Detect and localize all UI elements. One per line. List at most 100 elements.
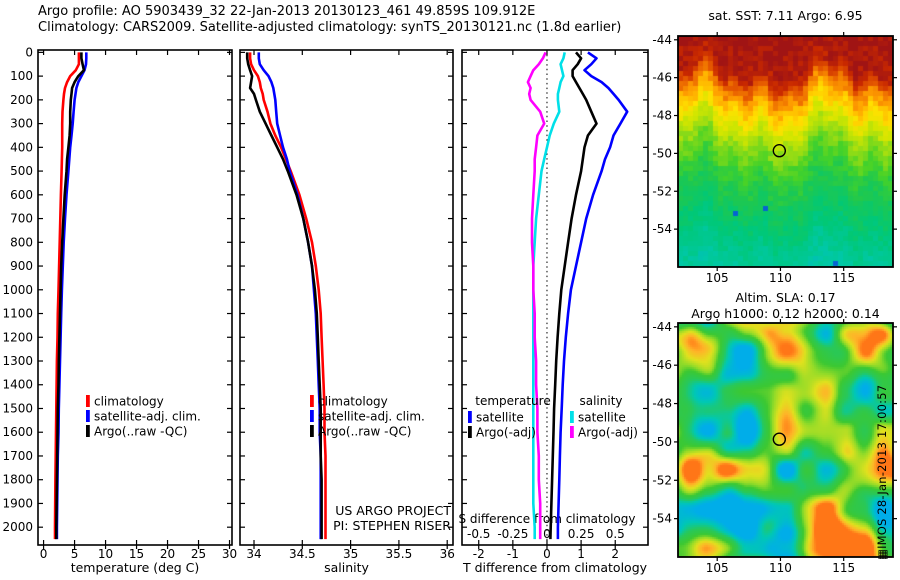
x-axis-label: T difference from climatology (462, 560, 648, 575)
legend-marker (86, 425, 90, 437)
legend-label: satellite (578, 411, 626, 425)
watermark-imos: ▦IMOS 28-Jan-2013 17:00:57 (875, 385, 889, 560)
title-line-2: Climatology: CARS2009. Satellite-adjuste… (38, 20, 622, 35)
x-tick-label: 2 (611, 547, 619, 561)
profile-line (248, 52, 327, 540)
project-annotation-line2: PI: STEPHEN RISER (333, 518, 451, 533)
legend-group-title: temperature (475, 394, 550, 408)
legend-label: Argo(..raw -QC) (318, 425, 411, 439)
panel-border (239, 49, 454, 546)
x-tick-label: 1 (577, 547, 585, 561)
x-tick-label: 35 (343, 547, 358, 561)
latitude-tick-label: -52 (652, 184, 672, 198)
longitude-tick-label: 110 (769, 561, 792, 575)
s-axis-tick-label: -0.25 (497, 527, 528, 541)
sla-map-image (678, 323, 893, 557)
depth-tick-label: 1300 (2, 354, 33, 368)
longitude-tick-label: 115 (832, 271, 855, 285)
depth-tick-label: 1100 (2, 307, 33, 321)
legend-marker (468, 411, 472, 423)
latitude-tick-label: -54 (652, 512, 672, 526)
latitude-tick-label: -50 (652, 435, 672, 449)
depth-tick-label: 1900 (2, 496, 33, 510)
x-tick-label: 34 (246, 547, 261, 561)
longitude-tick-label: 105 (706, 561, 729, 575)
legend-marker (468, 426, 472, 438)
x-tick-label: 25 (191, 547, 206, 561)
s-axis-tick-label: 0.5 (606, 527, 625, 541)
profile-line (257, 52, 323, 540)
longitude-tick-label: 105 (706, 271, 729, 285)
watermark-text: IMOS 28-Jan-2013 17:00:57 (875, 384, 889, 549)
latitude-tick-label: -44 (652, 320, 672, 334)
legend-label: Argo(-adj) (476, 426, 536, 440)
legend-marker (86, 395, 90, 407)
x-tick-label: 15 (129, 547, 144, 561)
depth-tick-label: 1600 (2, 425, 33, 439)
legend-label: Argo(..raw -QC) (94, 425, 187, 439)
legend-label: climatology (94, 395, 164, 409)
title-line-1: Argo profile: AO 5903439_32 22-Jan-2013 … (38, 4, 536, 19)
sst-map-image (678, 36, 893, 267)
depth-tick-label: 0 (25, 45, 33, 59)
s-axis-tick-label: 0 (543, 527, 551, 541)
project-annotation: US ARGO PROJECT PI: STEPHEN RISER (333, 503, 451, 533)
legend-label: Argo(-adj) (578, 426, 638, 440)
s-axis-tick-label: 0.25 (568, 527, 595, 541)
latitude-tick-label: -44 (652, 33, 672, 47)
depth-tick-label: 600 (10, 188, 33, 202)
x-tick-label: 36 (440, 547, 455, 561)
depth-tick-label: 700 (10, 212, 33, 226)
latitude-tick-label: -46 (652, 358, 672, 372)
x-tick-label: 0 (40, 547, 48, 561)
depth-tick-label: 800 (10, 235, 33, 249)
latitude-tick-label: -54 (652, 222, 672, 236)
depth-tick-label: 400 (10, 140, 33, 154)
profile-line (55, 52, 88, 540)
x-tick-label: 0 (543, 547, 551, 561)
x-tick-label: 20 (160, 547, 175, 561)
sst-map-title: sat. SST: 7.11 Argo: 6.95 (708, 8, 863, 23)
x-tick-label: 30 (222, 547, 237, 561)
latitude-tick-label: -50 (652, 146, 672, 160)
x-tick-label: 35.5 (386, 547, 413, 561)
latitude-tick-label: -46 (652, 71, 672, 85)
profile-line (531, 52, 566, 540)
longitude-tick-label: 110 (769, 271, 792, 285)
depth-tick-label: 200 (10, 93, 33, 107)
latitude-tick-label: -48 (652, 397, 672, 411)
panel-border (37, 49, 233, 546)
depth-tick-label: 500 (10, 164, 33, 178)
depth-tick-label: 1400 (2, 378, 33, 392)
legend-label: satellite (476, 411, 524, 425)
latitude-tick-label: -52 (652, 473, 672, 487)
sla-map-title-line1: Altim. SLA: 0.17 (735, 290, 836, 305)
legend-label: satellite-adj. clim. (94, 410, 201, 424)
s-axis-tick-label: -0.5 (467, 527, 490, 541)
longitude-tick-label: 115 (832, 561, 855, 575)
x-axis-label: temperature (deg C) (71, 560, 200, 575)
depth-tick-label: 2000 (2, 520, 33, 534)
x-tick-label: 5 (71, 547, 79, 561)
page-title: Argo profile: AO 5903439_32 22-Jan-2013 … (38, 4, 621, 36)
depth-tick-label: 300 (10, 117, 33, 131)
x-tick-label: -2 (473, 547, 485, 561)
profile-line (53, 52, 81, 540)
imos-logo-icon: ▦ (875, 548, 889, 560)
x-axis-label: salinity (324, 560, 369, 575)
legend-marker (86, 410, 90, 422)
legend-marker (310, 395, 314, 407)
project-annotation-line1: US ARGO PROJECT (335, 503, 451, 518)
depth-tick-label: 1000 (2, 283, 33, 297)
legend-label: climatology (318, 395, 388, 409)
profile-line (549, 51, 598, 540)
profile-line (556, 51, 629, 540)
x-tick-label: 10 (98, 547, 113, 561)
legend-marker (310, 410, 314, 422)
depth-tick-label: 100 (10, 69, 33, 83)
panel-border (461, 49, 649, 546)
s-axis-label: S difference from climatology (458, 512, 635, 526)
legend-marker (570, 411, 574, 423)
legend-label: satellite-adj. clim. (318, 410, 425, 424)
